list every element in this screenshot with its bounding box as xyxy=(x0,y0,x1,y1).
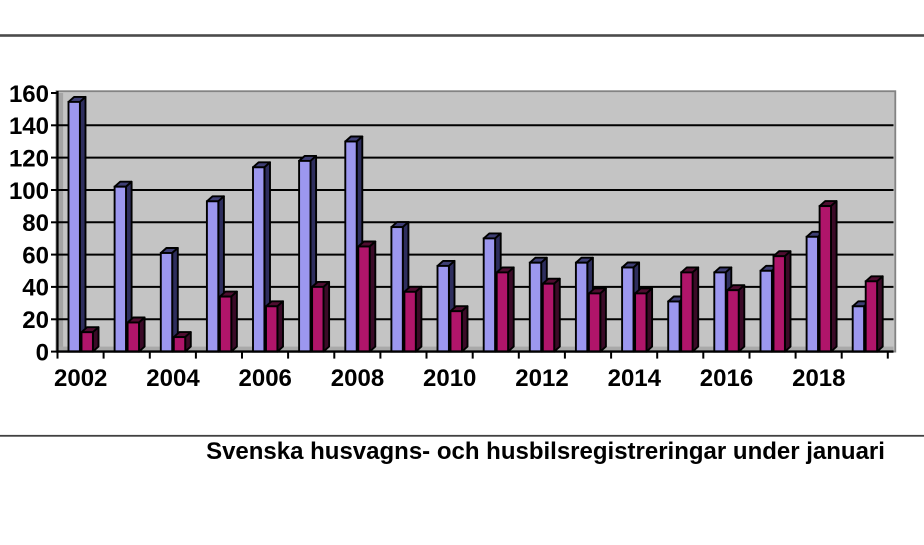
svg-text:2018: 2018 xyxy=(792,365,845,392)
svg-text:120: 120 xyxy=(9,145,49,172)
svg-text:2006: 2006 xyxy=(239,365,292,392)
svg-text:2012: 2012 xyxy=(515,365,568,392)
svg-text:2014: 2014 xyxy=(608,365,662,392)
svg-text:2010: 2010 xyxy=(423,365,476,392)
svg-text:80: 80 xyxy=(22,210,49,237)
svg-text:160: 160 xyxy=(9,81,49,108)
svg-text:2004: 2004 xyxy=(146,365,200,392)
svg-text:2002: 2002 xyxy=(54,365,107,392)
svg-text:20: 20 xyxy=(22,307,49,334)
svg-text:0: 0 xyxy=(36,339,49,366)
svg-text:Svenska husvagns- och husbilsr: Svenska husvagns- och husbilsregistrerin… xyxy=(206,438,885,465)
svg-text:100: 100 xyxy=(9,178,49,205)
svg-text:40: 40 xyxy=(22,275,49,302)
svg-text:2016: 2016 xyxy=(700,365,753,392)
svg-text:140: 140 xyxy=(9,113,49,140)
svg-text:2008: 2008 xyxy=(331,365,384,392)
svg-text:60: 60 xyxy=(22,242,49,269)
